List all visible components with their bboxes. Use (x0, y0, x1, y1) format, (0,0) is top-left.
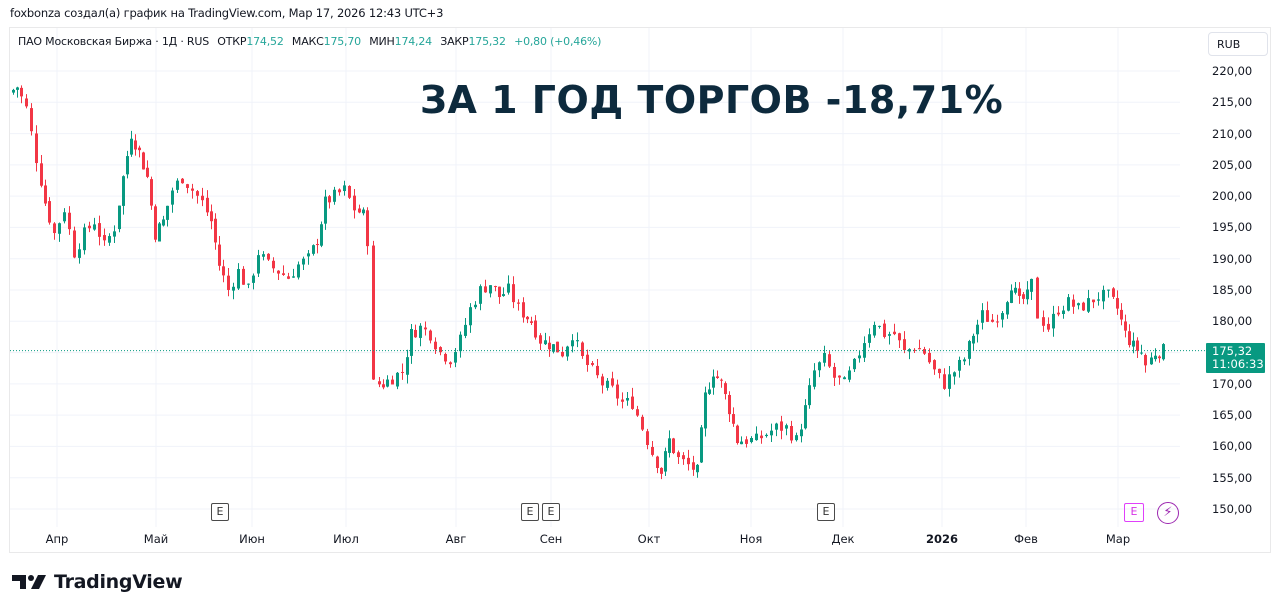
price-tick: 205,00 (1212, 157, 1253, 172)
open-value: 174,52 (246, 35, 284, 48)
change-value: +0,80 (+0,46%) (514, 35, 602, 48)
time-tick: Ноя (739, 532, 763, 546)
time-tick: Окт (637, 532, 661, 546)
time-tick: Сен (539, 532, 563, 546)
time-tick: Авг (445, 532, 467, 546)
earnings-event-icon[interactable]: E (817, 503, 835, 521)
price-axis[interactable]: 220,00 215,00 210,00 205,00 200,00 195,00 190,… (1180, 28, 1270, 552)
time-tick: 2026 (925, 532, 959, 546)
open-label: ОТКР (217, 35, 247, 48)
price-tick: 195,00 (1212, 220, 1253, 235)
lightning-icon[interactable]: ⚡ (1157, 502, 1179, 524)
price-tick: 170,00 (1212, 376, 1253, 391)
high-label: МАКС (291, 35, 324, 48)
chart-attribution: foxbonza создал(а) график на TradingView… (10, 6, 444, 20)
earnings-event-icon[interactable]: E (521, 503, 539, 521)
earnings-event-icon[interactable]: E (211, 503, 229, 521)
low-label: МИН (369, 35, 395, 48)
currency-button[interactable]: RUB (1208, 32, 1268, 56)
bar-countdown: 11:06:33 (1212, 357, 1264, 371)
tradingview-logo[interactable]: TradingView (12, 571, 183, 593)
symbol-legend: ПАО Московская Биржа · 1Д · RUS ОТКР174,… (18, 35, 601, 48)
tradingview-mark-icon (12, 575, 46, 589)
price-tick: 160,00 (1212, 439, 1253, 454)
time-axis[interactable]: Апр Май Июн Июл Авг Сен Окт Ноя Дек 2026 Фев Мар (10, 528, 1180, 550)
earnings-event-icon[interactable]: E (542, 503, 560, 521)
price-tick: 210,00 (1212, 126, 1253, 141)
price-tick: 220,00 (1212, 64, 1253, 78)
price-tick: 215,00 (1212, 95, 1253, 110)
symbol-name[interactable]: ПАО Московская Биржа · 1Д · RUS (18, 35, 209, 48)
time-tick: Фев (1014, 532, 1038, 546)
price-tick: 200,00 (1212, 189, 1253, 204)
time-tick: Июн (239, 532, 265, 546)
time-tick: Июл (333, 532, 359, 546)
time-tick: Апр (45, 532, 69, 546)
upcoming-earnings-icon[interactable]: E (1124, 503, 1144, 522)
time-tick: Дек (831, 532, 855, 546)
last-price-value: 175,32 (1212, 344, 1253, 358)
last-price-label: 175,32 11:06:33 (1206, 343, 1265, 373)
price-tick: 185,00 (1212, 283, 1253, 297)
time-tick: Мар (1105, 532, 1131, 546)
close-value: 175,32 (468, 35, 506, 48)
chart-annotation-title[interactable]: ЗА 1 ГОД ТОРГОВ -18,71% (420, 78, 1004, 122)
price-tick: 190,00 (1212, 251, 1253, 266)
price-tick: 155,00 (1212, 470, 1253, 485)
brand-name: TradingView (54, 571, 183, 593)
chart-frame (9, 27, 1271, 553)
price-tick: 150,00 (1212, 502, 1253, 516)
price-tick: 165,00 (1212, 408, 1253, 423)
price-tick: 180,00 (1212, 314, 1253, 329)
high-value: 175,70 (323, 35, 361, 48)
time-tick: Май (143, 532, 169, 546)
close-label: ЗАКР (440, 35, 469, 48)
low-value: 174,24 (394, 35, 432, 48)
